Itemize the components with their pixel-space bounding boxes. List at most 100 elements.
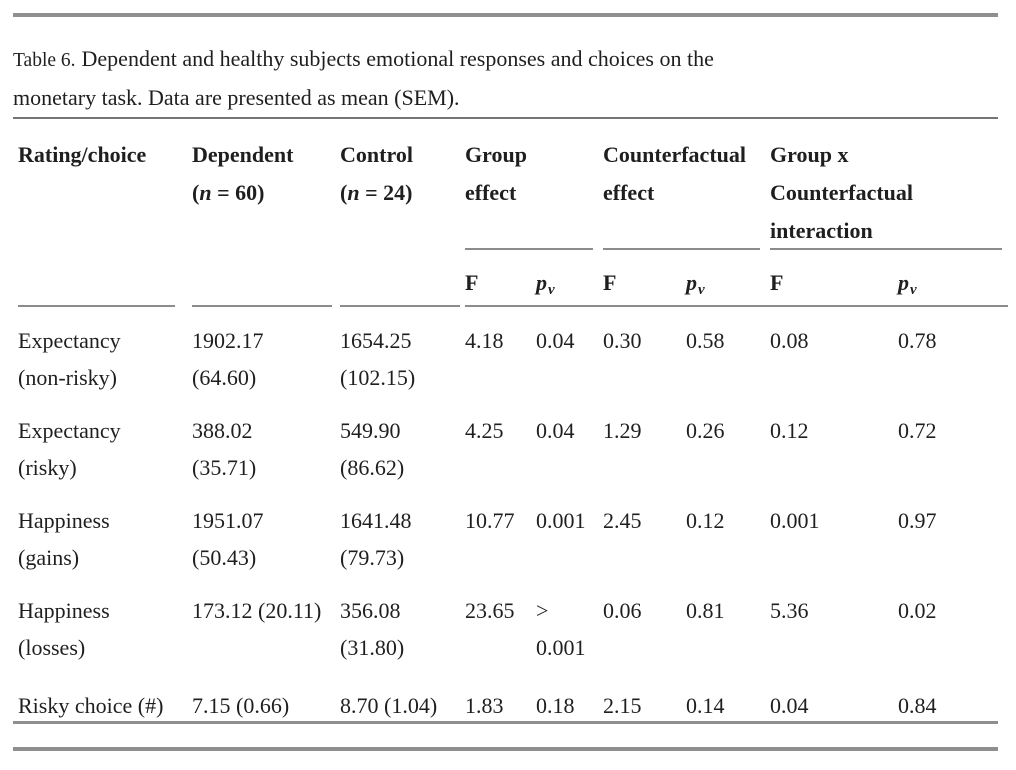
- header-label: interaction: [770, 218, 873, 243]
- cell-line: 0.06: [603, 598, 642, 623]
- n-symbol: n: [347, 180, 360, 205]
- cell-cf-f: 1.29: [603, 397, 686, 487]
- cell-int-f: 0.08: [770, 307, 898, 397]
- cell-group-f: 10.77: [465, 487, 536, 577]
- cell-line: 0.58: [686, 328, 725, 353]
- p-subscript: v: [698, 282, 705, 298]
- stat-header-f: F: [770, 250, 899, 307]
- cell-line: 0.78: [898, 328, 937, 353]
- table-row: Expectancy (non-risky) 1902.17 (64.60) 165…: [18, 307, 1008, 397]
- cell-group-p: 0.001: [536, 487, 603, 577]
- cell-line: 0.97: [898, 508, 937, 533]
- cell-int-p: 0.97: [898, 487, 1008, 577]
- table-caption: Table 6. Dependent and healthy subjects e…: [13, 40, 973, 116]
- cell-dependent: 1902.17 (64.60): [192, 307, 340, 397]
- cell-line: (31.80): [340, 635, 405, 660]
- cell-line: (86.62): [340, 455, 405, 480]
- cell-int-p: 0.84: [898, 667, 1008, 724]
- col-header-counterfactual-effect: Counterfactual effect: [603, 120, 770, 250]
- cell-int-f: 0.001: [770, 487, 898, 577]
- cell-control: 1641.48 (79.73): [340, 487, 465, 577]
- table-row: Happiness (losses) 173.12 (20.11) 356.08 (…: [18, 577, 1008, 667]
- cell-line: Expectancy: [18, 328, 121, 353]
- cell-line: 1654.25: [340, 328, 412, 353]
- cell-cf-f: 2.15: [603, 667, 686, 724]
- cell-group-p: 0.04: [536, 307, 603, 397]
- stat-header-f: F: [603, 250, 687, 307]
- cell-line: 0.08: [770, 328, 809, 353]
- cell-cf-p: 0.58: [686, 307, 770, 397]
- cell-line: (64.60): [192, 365, 257, 390]
- cell-rating-choice: Risky choice (#): [18, 667, 192, 724]
- table-row: Risky choice (#) 7.15 (0.66) 8.70 (1.04)…: [18, 667, 1008, 724]
- p-label: p: [898, 270, 910, 295]
- cell-cf-f: 2.45: [603, 487, 686, 577]
- f-label: F: [770, 270, 784, 295]
- stat-header-p: pv: [898, 250, 1009, 307]
- header-label: Control: [340, 142, 413, 167]
- header-label: effect: [465, 180, 517, 205]
- cell-line: (79.73): [340, 545, 405, 570]
- cell-line: (risky): [18, 455, 77, 480]
- cell-line: 0.04: [536, 418, 575, 443]
- cell-line: 0.12: [770, 418, 809, 443]
- cell-line: 0.14: [686, 693, 725, 718]
- cell-line: 0.001: [770, 508, 820, 533]
- cell-line: 356.08: [340, 598, 401, 623]
- cell-line: 0.12: [686, 508, 725, 533]
- cell-cf-p: 0.14: [686, 667, 770, 724]
- cell-line: >: [536, 598, 549, 623]
- table-number-label: Table 6.: [13, 50, 76, 71]
- cell-line: 0.30: [603, 328, 642, 353]
- cell-int-f: 0.04: [770, 667, 898, 724]
- p-subscript: v: [910, 282, 917, 298]
- cell-group-f: 23.65: [465, 577, 536, 667]
- cell-control: 356.08 (31.80): [340, 577, 465, 667]
- cell-int-p: 0.78: [898, 307, 1008, 397]
- cell-line: (non-risky): [18, 365, 117, 390]
- cell-line: Happiness: [18, 508, 110, 533]
- cell-line: 2.15: [603, 693, 642, 718]
- header-label: Dependent: [192, 142, 294, 167]
- cell-line: 8.70 (1.04): [340, 693, 438, 718]
- header-sample-size: (n = 60): [192, 174, 340, 212]
- cell-cf-f: 0.06: [603, 577, 686, 667]
- cell-int-p: 0.02: [898, 577, 1008, 667]
- cell-line: (gains): [18, 545, 80, 570]
- col-header-group-effect: Group effect: [465, 120, 603, 250]
- table-row: Happiness (gains) 1951.07 (50.43) 1641.48 (…: [18, 487, 1008, 577]
- cell-line: 1641.48: [340, 508, 412, 533]
- cell-dependent: 1951.07 (50.43): [192, 487, 340, 577]
- cell-line: 1.83: [465, 693, 504, 718]
- cell-cf-f: 0.30: [603, 307, 686, 397]
- cell-rating-choice: Expectancy (risky): [18, 397, 192, 487]
- cell-line: 0.26: [686, 418, 725, 443]
- cell-line: 23.65: [465, 598, 515, 623]
- cell-dependent: 173.12 (20.11): [192, 577, 340, 667]
- cell-control: 549.90 (86.62): [340, 397, 465, 487]
- cell-line: 0.18: [536, 693, 575, 718]
- cell-group-f: 1.83: [465, 667, 536, 724]
- stat-header-f: F: [465, 250, 536, 307]
- cell-line: 0.001: [536, 635, 586, 660]
- header-label: Rating/choice: [18, 142, 147, 167]
- n-symbol: n: [199, 180, 212, 205]
- caption-text-line2: monetary task. Data are presented as mea…: [13, 85, 460, 110]
- top-rule: [13, 13, 998, 17]
- cell-line: 1902.17: [192, 328, 264, 353]
- cell-group-f: 4.25: [465, 397, 536, 487]
- cell-dependent: 7.15 (0.66): [192, 667, 340, 724]
- paren: (: [192, 180, 200, 205]
- caption-text-line1: Dependent and healthy subjects emotional…: [81, 46, 714, 71]
- n-value: = 24): [359, 180, 413, 205]
- cell-line: 1.29: [603, 418, 642, 443]
- table-row: Expectancy (risky) 388.02 (35.71) 549.90 (8…: [18, 397, 1008, 487]
- paren: (: [340, 180, 348, 205]
- header-row-stats: F pv F pv F pv: [18, 250, 1009, 307]
- cell-int-f: 0.12: [770, 397, 898, 487]
- cell-line: 0.04: [770, 693, 809, 718]
- f-label: F: [465, 270, 479, 295]
- cell-line: 0.02: [898, 598, 937, 623]
- header-sample-size: (n = 24): [340, 174, 465, 212]
- col-header-interaction: Group x Counterfactual interaction: [770, 120, 1008, 250]
